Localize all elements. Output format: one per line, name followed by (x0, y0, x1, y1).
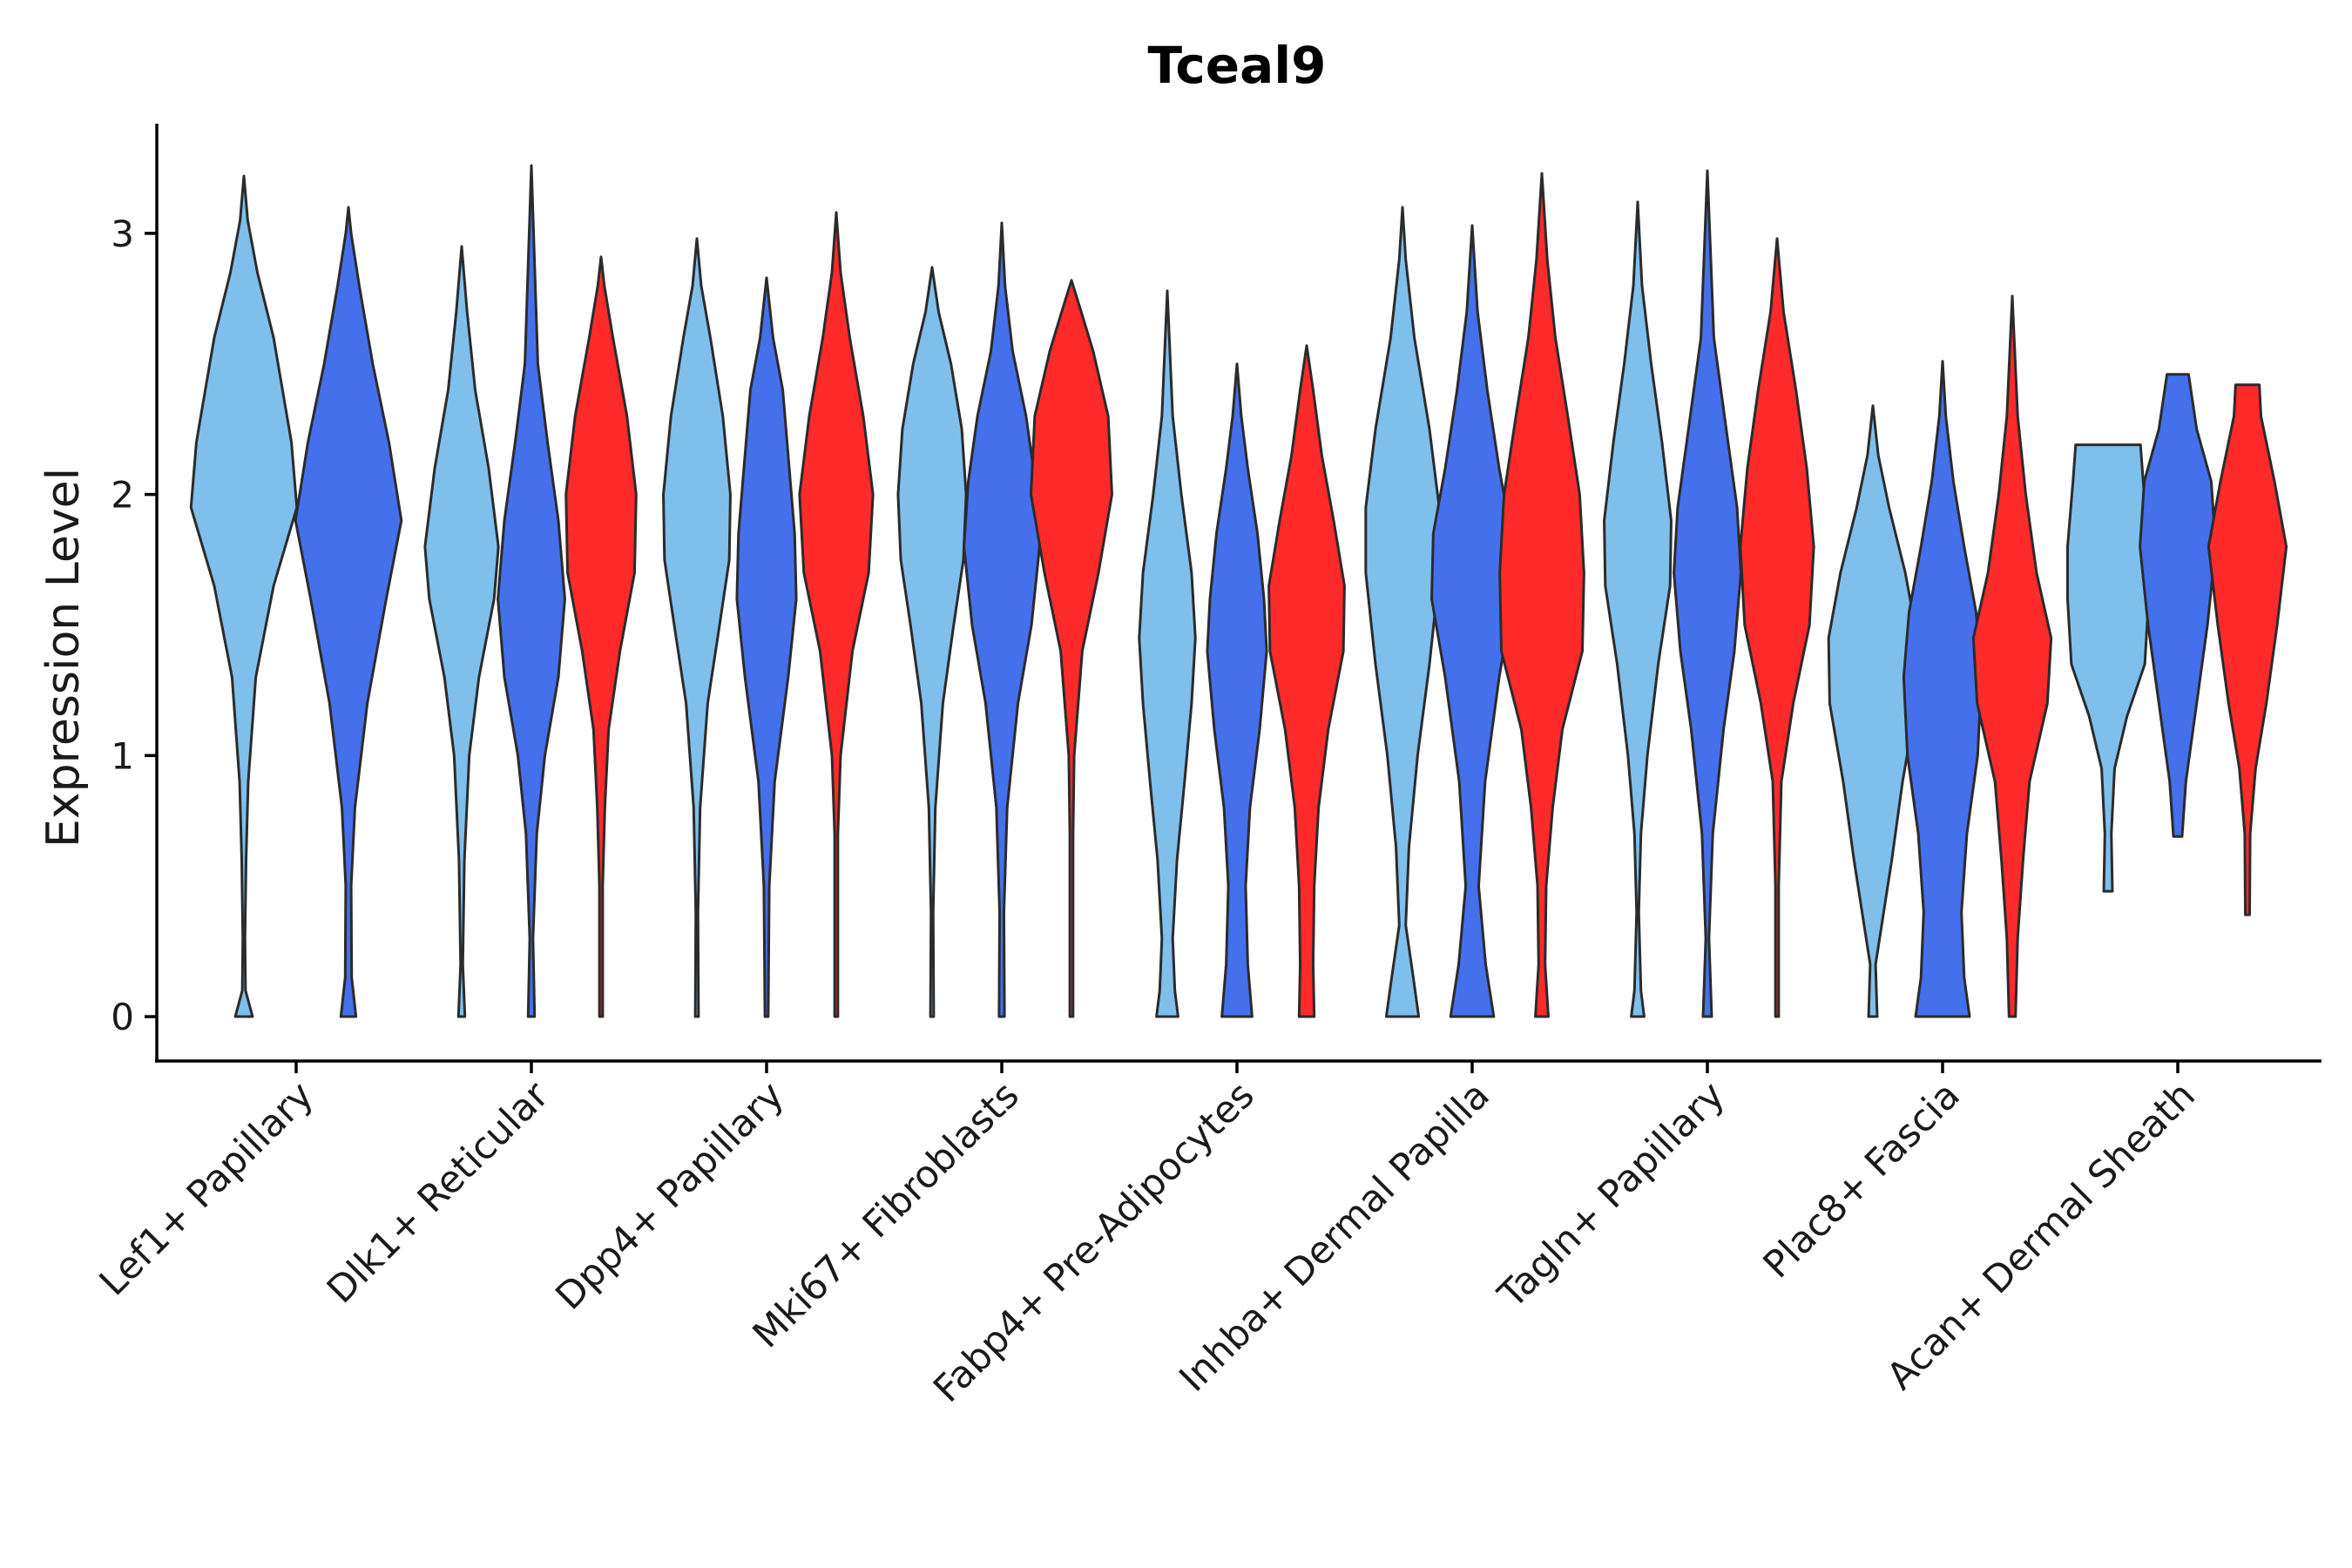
violin-blue (2139, 373, 2217, 838)
y-tick-label: 1 (111, 734, 134, 777)
violin-lightblue (2066, 443, 2150, 893)
y-tick-label: 3 (111, 213, 134, 255)
violin-red (2207, 383, 2288, 916)
x-category-label: Dlk1+ Reticular (319, 1073, 558, 1312)
x-category-label: Dpp4+ Papillary (548, 1073, 793, 1318)
violin-red (1030, 279, 1113, 1018)
chart-title: Tceal9 (1148, 36, 1327, 95)
x-category-label: Plac8+ Fascia (1755, 1073, 1969, 1287)
violin-red (1267, 344, 1346, 1018)
violin-lightblue (189, 174, 299, 1018)
violin-layer (189, 164, 2288, 1018)
y-tick-label: 0 (111, 996, 134, 1038)
y-ticks: 0 1 2 3 (111, 213, 157, 1038)
violin-blue (735, 276, 798, 1018)
violin-blue (497, 164, 566, 1018)
violin-red (1498, 172, 1585, 1018)
violin-lightblue (423, 245, 500, 1018)
violin-lightblue (662, 237, 732, 1018)
violin-red (798, 211, 875, 1018)
violin-red (564, 255, 638, 1018)
violin-blue (1206, 362, 1268, 1018)
violin-blue (1673, 169, 1742, 1018)
violin-blue (294, 206, 403, 1018)
y-tick-label: 2 (111, 474, 134, 517)
violin-red (1971, 294, 2053, 1018)
y-axis-label: Expression Level (37, 468, 90, 848)
violin-lightblue (896, 266, 968, 1018)
x-category-label: Mki67+ Fibroblasts (745, 1073, 1028, 1356)
violin-lightblue (1827, 404, 1919, 1018)
x-category-label: Lef1+ Papillary (91, 1073, 322, 1304)
x-category-label: Tagln+ Papillary (1490, 1073, 1734, 1317)
violin-blue (1902, 360, 1984, 1018)
violin-lightblue (1603, 200, 1673, 1018)
violin-red (1739, 237, 1815, 1018)
violin-blue (1430, 224, 1514, 1018)
violin-lightblue (1138, 289, 1197, 1018)
violin-blue (963, 221, 1041, 1018)
violin-lightblue (1364, 206, 1441, 1018)
